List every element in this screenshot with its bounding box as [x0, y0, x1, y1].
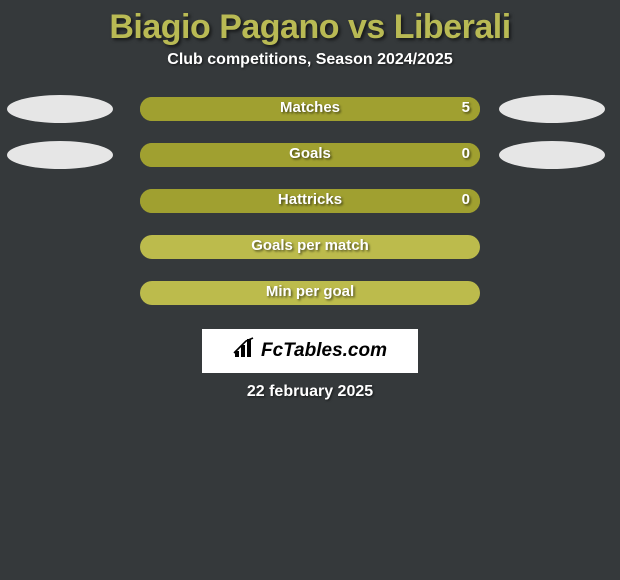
stat-row: Hattricks0: [0, 179, 620, 225]
stat-row: Goals0: [0, 133, 620, 179]
fctables-logo: FcTables.com: [233, 337, 387, 365]
comparison-rows: Matches5 Goals0 Hattricks0 Goals per match M…: [0, 87, 620, 317]
stat-row: Matches5: [0, 87, 620, 133]
stat-bar: Matches5: [140, 97, 480, 121]
stat-row: Goals per match: [0, 225, 620, 271]
stat-row: Min per goal: [0, 271, 620, 317]
left-ellipse: [7, 141, 113, 169]
logo-text-label: FcTables.com: [261, 340, 387, 362]
generation-date: 22 february 2025: [0, 383, 620, 401]
stat-bar: Hattricks0: [140, 189, 480, 213]
bar-fill-right: [140, 97, 480, 121]
stat-bar: Goals0: [140, 143, 480, 167]
stat-bar: Min per goal: [140, 281, 480, 305]
bars-icon: [233, 337, 259, 365]
comparison-title: Biagio Pagano vs Liberali: [0, 0, 620, 51]
stat-value-right: 5: [462, 99, 470, 116]
stat-value-right: 0: [462, 191, 470, 208]
bar-fill-right: [140, 189, 480, 213]
comparison-subtitle: Club competitions, Season 2024/2025: [0, 51, 620, 87]
stat-label: Goals per match: [140, 237, 480, 254]
right-ellipse: [499, 141, 605, 169]
stat-bar: Goals per match: [140, 235, 480, 259]
stat-label: Min per goal: [140, 283, 480, 300]
right-ellipse: [499, 95, 605, 123]
logo-box: FcTables.com: [202, 329, 418, 373]
bar-fill-right: [140, 143, 480, 167]
stat-value-right: 0: [462, 145, 470, 162]
left-ellipse: [7, 95, 113, 123]
